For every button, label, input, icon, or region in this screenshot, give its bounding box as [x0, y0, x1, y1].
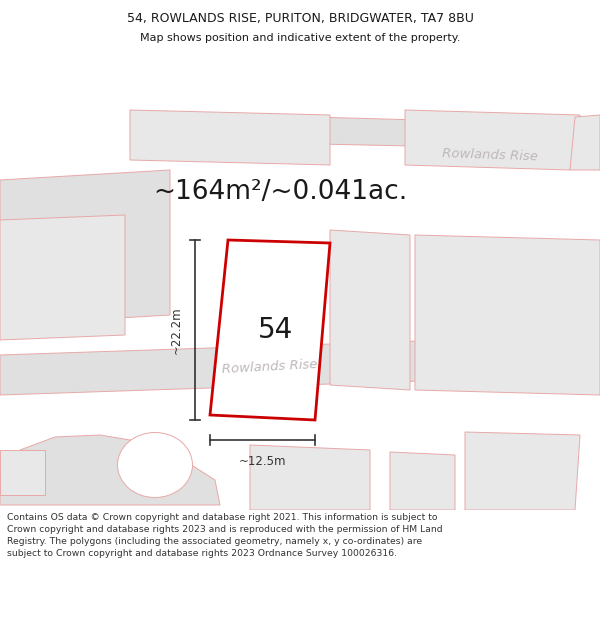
Text: ~164m²/~0.041ac.: ~164m²/~0.041ac. [153, 179, 407, 205]
Text: ~22.2m: ~22.2m [170, 306, 183, 354]
Polygon shape [465, 432, 580, 510]
Bar [0, 450, 45, 495]
Polygon shape [0, 435, 220, 505]
Text: Rowlands Rise: Rowlands Rise [442, 147, 538, 163]
Polygon shape [415, 235, 600, 395]
Polygon shape [390, 452, 455, 510]
Polygon shape [130, 110, 330, 165]
Polygon shape [330, 230, 410, 390]
Polygon shape [0, 170, 170, 325]
Text: ~12.5m: ~12.5m [239, 455, 286, 468]
Ellipse shape [118, 432, 193, 498]
Text: Rowlands Rise: Rowlands Rise [222, 358, 318, 376]
Text: 54, ROWLANDS RISE, PURITON, BRIDGWATER, TA7 8BU: 54, ROWLANDS RISE, PURITON, BRIDGWATER, … [127, 12, 473, 25]
Text: Contains OS data © Crown copyright and database right 2021. This information is : Contains OS data © Crown copyright and d… [7, 514, 443, 558]
Polygon shape [405, 110, 580, 170]
Polygon shape [130, 115, 600, 150]
Text: 54: 54 [258, 316, 293, 344]
Polygon shape [0, 335, 600, 395]
Polygon shape [570, 115, 600, 170]
Polygon shape [210, 240, 330, 420]
Polygon shape [0, 215, 125, 340]
Polygon shape [250, 445, 370, 510]
Text: Map shows position and indicative extent of the property.: Map shows position and indicative extent… [140, 33, 460, 43]
